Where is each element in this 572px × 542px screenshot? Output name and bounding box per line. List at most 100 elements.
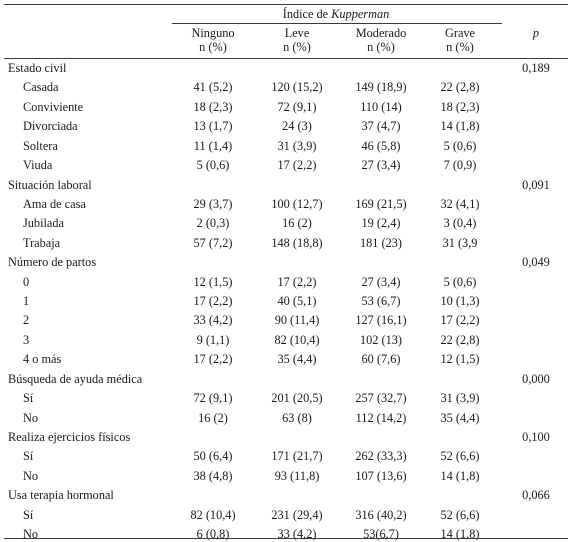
cell-value: 53 (6,7) [361, 294, 401, 309]
column-header-name: Ninguno [191, 26, 235, 40]
cell-value: 18 (2,3) [193, 99, 233, 114]
top-rule [4, 4, 568, 5]
cell-value: 27 (3,4) [361, 274, 401, 289]
row-label: Casada [23, 80, 59, 95]
cell-value: 72 (9,1) [277, 99, 317, 114]
section-title: Búsqueda de ayuda médica [8, 371, 143, 386]
cell-value: 2 (0,3) [196, 216, 230, 231]
row-label: 0 [23, 274, 30, 289]
row-label: Viuda [23, 158, 53, 173]
cell-value: 17 (2,2) [440, 313, 480, 328]
cell-value: 201 (20,5) [271, 391, 323, 406]
column-header-name: Leve [284, 26, 310, 40]
section-title: Estado civil [8, 61, 67, 75]
cell-value: 33 (4,2) [193, 313, 233, 328]
cell-value: 112 (14,2) [355, 410, 407, 425]
cell-value: 38 (4,8) [193, 468, 233, 483]
cell-value: 5 (0,6) [196, 158, 230, 173]
cell-value: 148 (18,8) [271, 235, 323, 250]
cell-value: 7 (0,9) [443, 158, 477, 173]
group-title: Índice de Kupperman [282, 7, 390, 21]
cell-value: 24 (3) [282, 119, 312, 134]
row-label: Jubilada [23, 216, 64, 231]
cell-value: 40 (5,1) [277, 294, 317, 309]
row-label: 3 [23, 332, 30, 347]
column-header-unit: n (%) [199, 40, 227, 54]
cell-value: 82 (10,4) [190, 507, 236, 522]
cell-value: 35 (4,4) [440, 410, 480, 425]
cell-value: 37 (4,7) [361, 119, 401, 134]
cell-value: 17 (2,2) [277, 158, 317, 173]
cell-value: 17 (2,2) [193, 352, 233, 367]
cell-value: 169 (21,5) [355, 196, 407, 211]
cell-value: 31 (3,9) [440, 391, 480, 406]
cell-value: 35 (4,4) [277, 352, 317, 367]
cell-value: 5 (0,6) [443, 274, 477, 289]
cell-value: 63 (8) [282, 410, 312, 425]
p-value: 0,091 [522, 177, 550, 192]
group-rule [172, 23, 502, 24]
cell-value: 52 (6,6) [440, 449, 480, 464]
cell-value: 107 (13,6) [355, 468, 407, 483]
cell-value: 14 (1,8) [440, 119, 480, 134]
cell-value: 93 (11,8) [274, 468, 320, 483]
row-label: 2 [23, 313, 30, 328]
cell-value: 149 (18,9) [355, 80, 407, 95]
row-label: Ama de casa [23, 196, 86, 211]
cell-value: 100 (12,7) [271, 196, 323, 211]
cell-value: 22 (2,8) [440, 332, 480, 347]
cell-value: 6 (0,8) [196, 527, 230, 542]
row-label: 1 [23, 294, 30, 309]
cell-value: 31 (3,9) [277, 138, 317, 153]
cell-value: 72 (9,1) [193, 391, 233, 406]
p-value: 0,049 [522, 255, 550, 270]
cell-value: 82 (10,4) [274, 332, 320, 347]
cell-value: 13 (1,7) [193, 119, 233, 134]
cell-value: 110 (14) [360, 99, 402, 114]
cell-value: 14 (1,8) [440, 527, 480, 542]
column-header-unit: n (%) [367, 40, 395, 54]
column-header-unit: n (%) [283, 40, 311, 54]
cell-value: 57 (7,2) [193, 235, 233, 250]
section-title: Usa terapia hormonal [8, 488, 114, 503]
cell-value: 262 (33,3) [355, 449, 407, 464]
row-label: Conviviente [23, 99, 84, 114]
cell-value: 16 (2) [198, 410, 228, 425]
cell-value: 3 (0,4) [443, 216, 477, 231]
cell-value: 12 (1,5) [440, 352, 480, 367]
row-label: Sí [23, 507, 34, 522]
cell-value: 17 (2,2) [193, 294, 233, 309]
header-rule [4, 58, 568, 59]
cell-value: 181 (23) [359, 235, 403, 250]
cell-value: 52 (6,6) [440, 507, 480, 522]
cell-value: 5 (0,6) [443, 138, 477, 153]
row-label: Sí [23, 449, 34, 464]
row-label: No [23, 410, 39, 425]
bottom-rule [4, 538, 568, 539]
row-label: Trabaja [23, 235, 61, 250]
cell-value: 46 (5,8) [361, 138, 401, 153]
row-label: No [23, 527, 39, 542]
p-value: 0,189 [522, 61, 550, 75]
cell-value: 53(6,7) [363, 527, 399, 542]
cell-value: 41 (5,2) [193, 80, 233, 95]
cell-value: 10 (1,3) [440, 294, 480, 309]
cell-value: 12 (1,5) [193, 274, 233, 289]
section-title: Situación laboral [8, 177, 92, 192]
row-label: Divorciada [23, 119, 78, 134]
cell-value: 14 (1,8) [440, 468, 480, 483]
row-label: Sí [23, 391, 34, 406]
row-label: No [23, 468, 39, 483]
cell-value: 171 (21,7) [271, 449, 323, 464]
cell-value: 19 (2,4) [361, 216, 401, 231]
section-title: Realiza ejercicios físicos [8, 429, 131, 444]
cell-value: 32 (4,1) [440, 196, 480, 211]
cell-value: 231 (29,4) [271, 507, 323, 522]
column-header-name: Moderado [355, 26, 407, 40]
cell-value: 102 (13) [359, 332, 403, 347]
cell-value: 33 (4,2) [277, 527, 317, 542]
cell-value: 60 (7,6) [361, 352, 401, 367]
cell-value: 31 (3,9 [442, 235, 478, 250]
cell-value: 18 (2,3) [440, 99, 480, 114]
cell-value: 17 (2,2) [277, 274, 317, 289]
